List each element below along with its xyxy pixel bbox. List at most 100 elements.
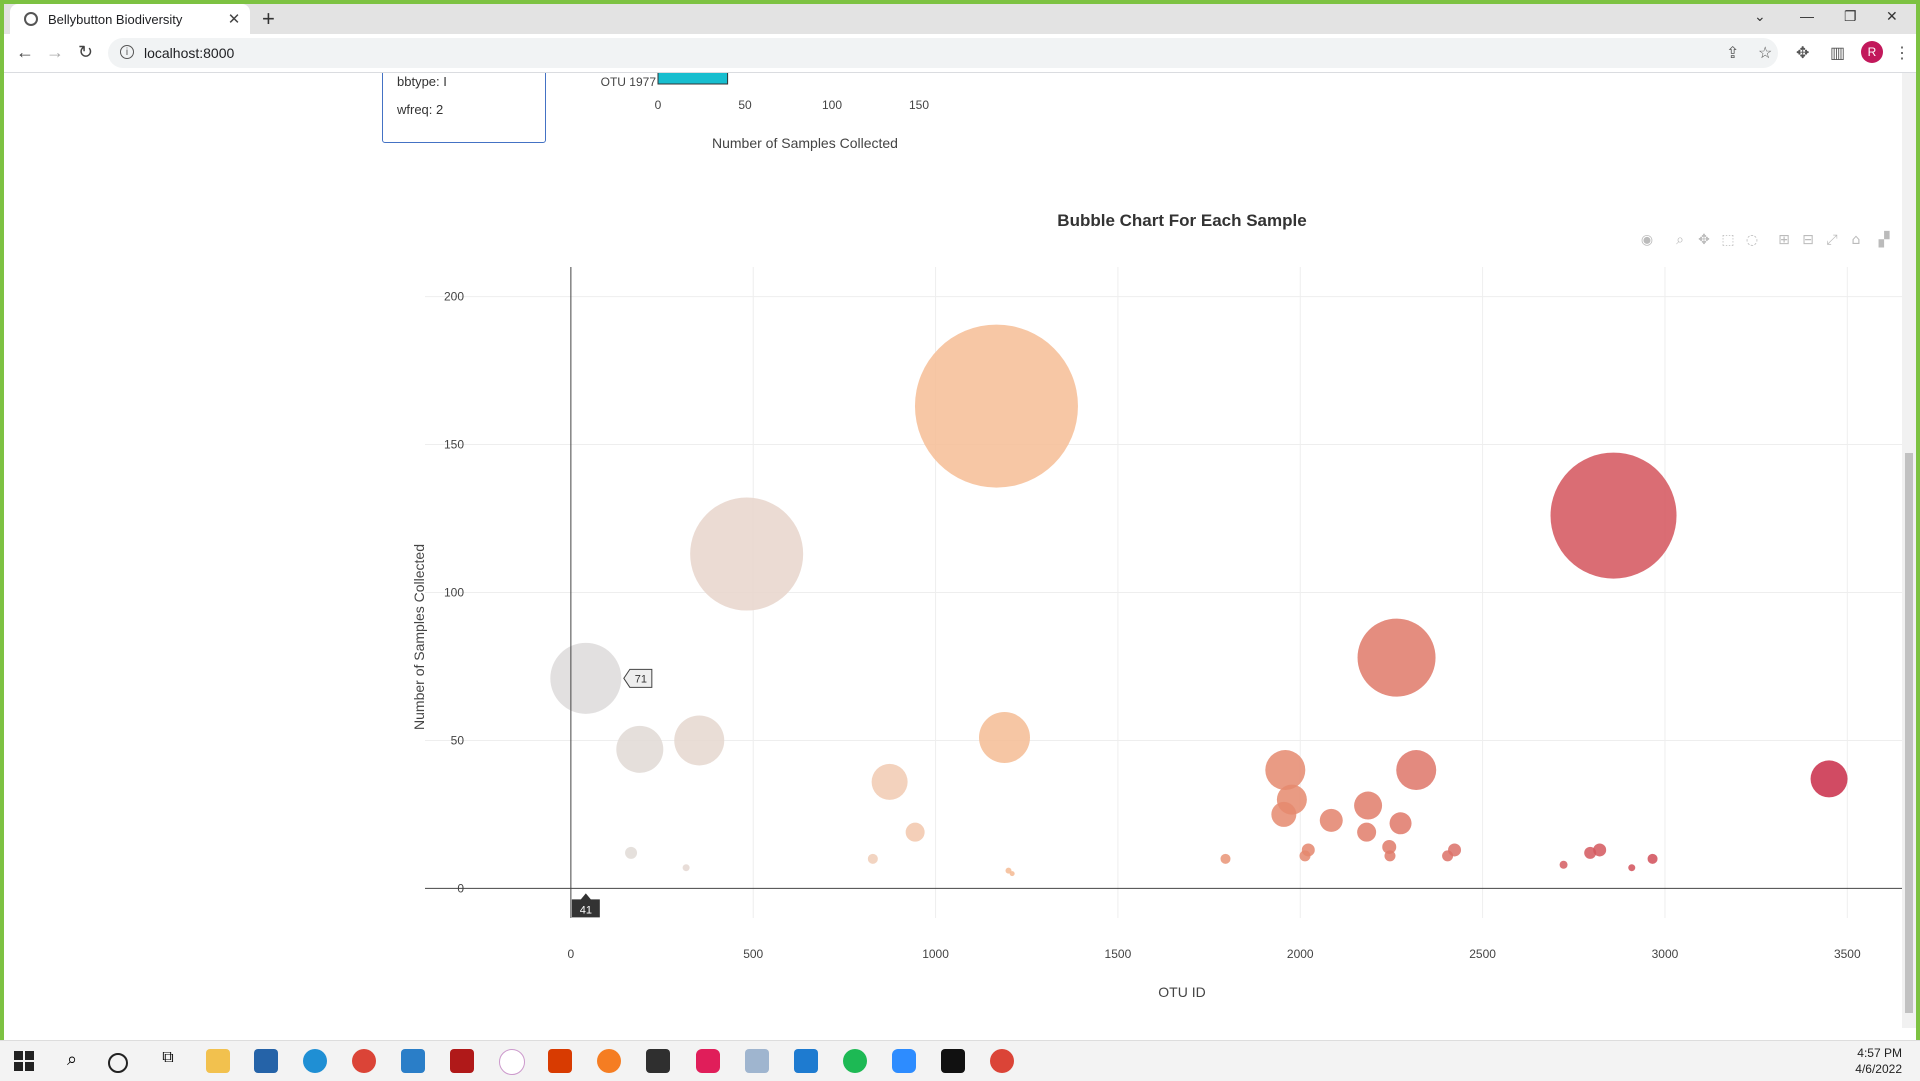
x-tick-label: 3500 xyxy=(1834,947,1861,961)
extensions-icon[interactable]: ✥ xyxy=(1796,45,1810,62)
pan-icon[interactable]: ✥ xyxy=(1698,232,1710,248)
zoom-icon[interactable]: ⌕ xyxy=(1676,232,1684,248)
profile-avatar[interactable]: R xyxy=(1861,41,1883,63)
bubble-point[interactable] xyxy=(682,864,690,872)
charts-svg: OTU 1977 0 50 100 150 Number of Samples Col… xyxy=(411,73,1902,1000)
browser-tab[interactable]: Bellybutton Biodiversity ✕ xyxy=(10,4,250,34)
bubble-point[interactable] xyxy=(1354,791,1383,820)
camera-icon[interactable]: ◉ xyxy=(1641,232,1653,248)
x-tick-label: 500 xyxy=(743,947,763,961)
terminal-icon[interactable] xyxy=(941,1049,965,1073)
address-bar[interactable]: i localhost:8000 xyxy=(108,38,1778,68)
url-text[interactable]: localhost:8000 xyxy=(144,45,235,61)
bubble-point[interactable] xyxy=(1396,750,1437,791)
close-window-button[interactable]: ✕ xyxy=(1886,8,1898,24)
bubble-point[interactable] xyxy=(616,725,664,773)
restore-button[interactable]: ❐ xyxy=(1844,8,1857,24)
vertical-scrollbar[interactable] xyxy=(1902,73,1916,1028)
task-view-icon[interactable]: ⧉ xyxy=(162,1049,174,1066)
bubble-point[interactable] xyxy=(1382,839,1397,854)
bubble-point[interactable] xyxy=(1265,750,1306,791)
sticky-notes-icon[interactable] xyxy=(646,1049,670,1073)
bubble-point[interactable] xyxy=(1550,452,1677,579)
itunes-icon[interactable] xyxy=(499,1049,525,1075)
bubble-point[interactable] xyxy=(905,822,925,842)
bubble-point[interactable] xyxy=(1810,760,1848,798)
tab-search-icon[interactable]: ⌄ xyxy=(1754,8,1766,24)
autoscale-icon[interactable]: ⤢ xyxy=(1826,232,1837,248)
window-app-icon[interactable] xyxy=(745,1049,769,1073)
bubble-point[interactable] xyxy=(1005,867,1012,874)
star-icon[interactable]: ☆ xyxy=(1758,45,1773,62)
lasso-icon[interactable]: ◌ xyxy=(1746,232,1758,248)
share-icon[interactable]: ⇪ xyxy=(1726,45,1740,62)
zoom-app-icon[interactable] xyxy=(892,1049,916,1073)
vertical-scroll-thumb[interactable] xyxy=(1905,453,1913,1013)
vscode-icon[interactable] xyxy=(794,1049,818,1073)
bubble-point[interactable] xyxy=(1559,860,1568,869)
chrome-profile-icon[interactable] xyxy=(990,1049,1014,1073)
bubble-point[interactable] xyxy=(1389,812,1412,835)
windows-start-icon[interactable] xyxy=(14,1051,34,1071)
system-clock[interactable]: 4:57 PM 4/6/2022 xyxy=(1855,1045,1902,1077)
slack-icon[interactable] xyxy=(696,1049,720,1073)
bubble-point[interactable] xyxy=(1442,850,1454,862)
chrome-icon[interactable] xyxy=(352,1049,376,1073)
store-icon[interactable] xyxy=(254,1049,278,1073)
plotly-logo-icon[interactable]: ▞ xyxy=(1878,230,1890,248)
bubble-point[interactable] xyxy=(871,763,908,800)
acrobat-icon[interactable] xyxy=(450,1049,474,1073)
zoom-out-icon[interactable]: ⊟ xyxy=(1802,232,1814,248)
bar-x-tick-label: 50 xyxy=(738,98,752,112)
reset-axes-icon[interactable]: ⌂ xyxy=(1852,232,1861,248)
new-tab-button[interactable]: + xyxy=(262,6,275,31)
y-axis-title: Number of Samples Collected xyxy=(411,544,427,730)
bubble-point[interactable] xyxy=(1299,850,1311,862)
file-explorer-icon[interactable] xyxy=(206,1049,230,1073)
minimize-button[interactable]: — xyxy=(1800,8,1814,24)
windows-taskbar: ⌕ ⧉ 4:57 PM 4/6/2022 xyxy=(0,1040,1920,1081)
mail-icon[interactable] xyxy=(401,1049,425,1073)
bubble-point[interactable] xyxy=(1319,808,1343,832)
bubble-point[interactable] xyxy=(674,715,725,766)
bubble-point[interactable] xyxy=(1628,864,1636,872)
page-content: bbtype: I wfreq: 2 OTU 1977 0 50 100 150 Nu… xyxy=(4,73,1916,1028)
close-tab-icon[interactable]: ✕ xyxy=(227,11,241,28)
bubble-point[interactable] xyxy=(867,853,878,864)
bubble-point[interactable] xyxy=(1357,618,1436,697)
edge-icon[interactable] xyxy=(303,1049,327,1073)
bubble-point[interactable] xyxy=(625,846,638,859)
y-tick-label: 50 xyxy=(451,733,465,747)
bubble-point[interactable] xyxy=(1271,801,1297,827)
forward-arrow-icon[interactable]: → xyxy=(46,42,64,62)
side-panel-icon[interactable]: ▥ xyxy=(1830,45,1846,62)
bubble-point[interactable] xyxy=(1009,871,1015,877)
bubble-point[interactable] xyxy=(1220,853,1231,864)
reload-icon[interactable]: ↻ xyxy=(78,42,94,62)
bubble-point[interactable] xyxy=(690,497,804,611)
x-tick-label: 1000 xyxy=(922,947,949,961)
bubble-point[interactable] xyxy=(1584,846,1597,859)
bar-x-axis-title: Number of Samples Collected xyxy=(712,135,898,151)
bubble-point[interactable] xyxy=(1357,822,1377,842)
bubble-point[interactable] xyxy=(1593,843,1607,857)
zoom-in-icon[interactable]: ⊞ xyxy=(1778,232,1790,248)
info-icon[interactable]: i xyxy=(120,45,134,59)
box-select-icon[interactable]: ⬚ xyxy=(1721,232,1734,248)
firefox-icon[interactable] xyxy=(597,1049,621,1073)
bubble-point[interactable] xyxy=(550,642,622,714)
bubble-point[interactable] xyxy=(914,324,1078,488)
search-icon[interactable]: ⌕ xyxy=(66,1049,78,1069)
menu-kebab-icon[interactable]: ⋮ xyxy=(1894,45,1910,62)
back-arrow-icon[interactable]: ← xyxy=(16,42,34,62)
bar-mark[interactable] xyxy=(657,73,729,85)
x-tick-label: 2500 xyxy=(1469,947,1496,961)
tab-title: Bellybutton Biodiversity xyxy=(48,11,183,27)
spotify-icon[interactable] xyxy=(843,1049,867,1073)
x-tick-label: 0 xyxy=(568,947,575,961)
office-icon[interactable] xyxy=(548,1049,572,1073)
bubble-point[interactable] xyxy=(978,711,1030,763)
bubble-point[interactable] xyxy=(1384,850,1396,862)
bubble-point[interactable] xyxy=(1647,853,1658,864)
cortana-icon[interactable] xyxy=(108,1053,128,1073)
